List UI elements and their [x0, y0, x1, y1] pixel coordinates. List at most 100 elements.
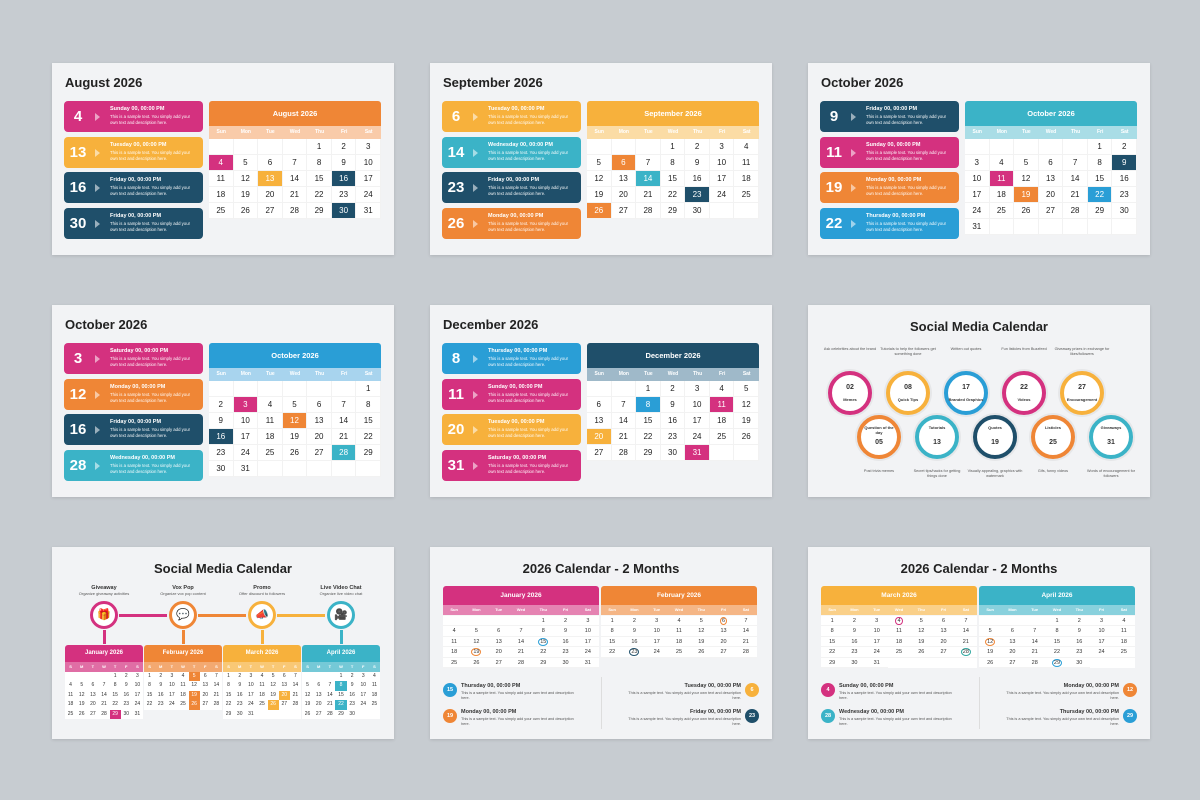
calendar-day[interactable]: 23 — [331, 187, 357, 203]
slide-card[interactable]: September 2026 6 Tuesday 00, 00:00 PM This … — [430, 63, 772, 255]
calendar-day[interactable]: 6 — [282, 672, 286, 679]
slide-card[interactable]: October 2026 3 Saturday 00, 00:00 PM This i… — [52, 305, 394, 497]
calendar-day[interactable]: 1 — [307, 139, 332, 155]
slide-card[interactable]: 2026 Calendar - 2 Months January 2026 Sun M… — [430, 547, 772, 739]
calendar-day[interactable]: 8 — [227, 682, 230, 688]
event-card[interactable]: 23 Friday 00, 00:00 PM This is a sample te… — [442, 172, 581, 203]
calendar-day[interactable]: 7 — [1063, 155, 1088, 171]
calendar-day[interactable]: 23 — [843, 647, 866, 658]
calendar-day[interactable]: 8 — [660, 155, 686, 171]
calendar-day[interactable]: 31 — [248, 710, 254, 717]
calendar-day[interactable]: 21 — [327, 701, 333, 707]
calendar-day[interactable]: 28 — [611, 445, 637, 461]
topic-ring[interactable]: Quotes 19 — [973, 415, 1017, 459]
calendar-day[interactable]: 6 — [91, 682, 95, 688]
calendar-day[interactable]: 2 — [238, 672, 242, 679]
slide-card[interactable]: Social Media Calendar Ask celebrities abo… — [808, 305, 1150, 497]
calendar-day[interactable]: 28 — [327, 710, 333, 717]
calendar-day[interactable]: 22 — [225, 701, 232, 707]
calendar-day[interactable]: 1 — [1045, 616, 1069, 626]
calendar-day[interactable]: 25 — [371, 701, 378, 707]
calendar-day[interactable]: 13 — [587, 413, 612, 429]
calendar-day[interactable]: 26 — [690, 647, 713, 658]
calendar-day[interactable]: 6 — [712, 616, 735, 626]
calendar-day[interactable]: 26 — [233, 203, 259, 219]
calendar-day[interactable]: 16 — [331, 171, 357, 187]
calendar-day[interactable]: 22 — [146, 701, 153, 707]
calendar-day[interactable]: 8 — [1045, 626, 1069, 637]
calendar-day[interactable]: 28 — [101, 710, 107, 717]
calendar-day[interactable]: 1 — [356, 381, 381, 397]
calendar-day[interactable]: 14 — [611, 413, 637, 429]
event-card[interactable]: 3 Saturday 00, 00:00 PM This is a sample t… — [64, 343, 203, 374]
calendar-day[interactable]: 30 — [660, 445, 686, 461]
calendar-day[interactable]: 1 — [1087, 139, 1113, 155]
calendar-day[interactable]: 4 — [258, 397, 283, 413]
calendar-day[interactable]: 12 — [979, 637, 1002, 647]
calendar-day[interactable]: 3 — [361, 672, 365, 679]
calendar-day[interactable]: 1 — [227, 672, 230, 679]
calendar-day[interactable]: 9 — [209, 413, 234, 429]
calendar-day[interactable]: 15 — [356, 413, 381, 429]
calendar-day[interactable]: 30 — [331, 203, 357, 219]
calendar-day[interactable]: 19 — [282, 429, 308, 445]
calendar-day[interactable]: 4 — [887, 616, 911, 626]
calendar-day[interactable]: 16 — [623, 637, 646, 647]
calendar-day[interactable]: 20 — [487, 647, 510, 658]
calendar-day[interactable]: 27 — [587, 445, 612, 461]
calendar-day[interactable]: 4 — [667, 616, 691, 626]
calendar-day[interactable]: 8 — [601, 626, 624, 637]
calendar-day[interactable]: 14 — [636, 171, 661, 187]
calendar-day[interactable]: 20 — [90, 701, 96, 707]
calendar-day[interactable]: 21 — [509, 647, 533, 658]
calendar-day[interactable]: 28 — [331, 445, 357, 461]
calendar-day[interactable]: 22 — [660, 187, 686, 203]
calendar-day[interactable]: 13 — [258, 171, 283, 187]
calendar-day[interactable]: 18 — [209, 187, 234, 203]
calendar-day[interactable]: 11 — [209, 171, 234, 187]
calendar-day[interactable]: 5 — [188, 671, 200, 681]
calendar-day[interactable]: 21 — [1023, 647, 1046, 658]
topic-ring[interactable]: Giveaways 31 — [1089, 415, 1133, 459]
calendar-day[interactable]: 28 — [282, 203, 308, 219]
calendar-day[interactable]: 12 — [191, 682, 197, 688]
calendar-day[interactable]: 30 — [1068, 658, 1091, 668]
calendar-day[interactable]: 1 — [821, 616, 844, 626]
calendar-day[interactable]: 12 — [465, 637, 488, 647]
calendar-day[interactable]: 29 — [660, 203, 686, 219]
calendar-day[interactable]: 17 — [233, 429, 259, 445]
calendar-day[interactable]: 16 — [685, 171, 710, 187]
calendar-day[interactable]: 27 — [1001, 658, 1024, 668]
calendar-day[interactable]: 17 — [685, 413, 710, 429]
calendar-day[interactable]: 28 — [734, 647, 757, 658]
calendar-day[interactable]: 29 — [1087, 203, 1113, 219]
calendar-day[interactable]: 9 — [623, 626, 646, 637]
calendar-day[interactable]: 5 — [80, 682, 84, 688]
calendar-day[interactable]: 2 — [1068, 616, 1091, 626]
calendar-day[interactable]: 11 — [667, 626, 691, 637]
calendar-day[interactable]: 19 — [587, 187, 612, 203]
calendar-day[interactable]: 16 — [1068, 637, 1091, 647]
calendar-day[interactable]: 8 — [356, 397, 381, 413]
calendar-day[interactable]: 27 — [315, 710, 322, 717]
calendar-day[interactable]: 10 — [1090, 626, 1113, 637]
calendar-day[interactable]: 18 — [989, 187, 1015, 203]
calendar-day[interactable]: 13 — [932, 626, 955, 637]
calendar-day[interactable]: 8 — [113, 682, 117, 688]
calendar-day[interactable]: 17 — [134, 691, 141, 698]
calendar-day[interactable]: 19 — [233, 187, 259, 203]
calendar-day[interactable]: 30 — [554, 658, 577, 668]
calendar-day[interactable]: 8 — [1087, 155, 1113, 171]
calendar-day[interactable]: 19 — [188, 690, 200, 700]
calendar-day[interactable]: 14 — [213, 682, 220, 688]
calendar-day[interactable]: 27 — [202, 701, 209, 707]
calendar-day[interactable]: 10 — [248, 682, 254, 688]
calendar-day[interactable]: 25 — [443, 658, 466, 668]
calendar-day[interactable]: 18 — [887, 637, 911, 647]
calendar-day[interactable]: 16 — [843, 637, 866, 647]
calendar-day[interactable]: 2 — [159, 672, 163, 679]
calendar-day[interactable]: 27 — [932, 647, 955, 658]
calendar-day[interactable]: 11 — [709, 397, 735, 413]
calendar-day[interactable]: 21 — [734, 637, 757, 647]
calendar-day[interactable]: 7 — [331, 397, 357, 413]
